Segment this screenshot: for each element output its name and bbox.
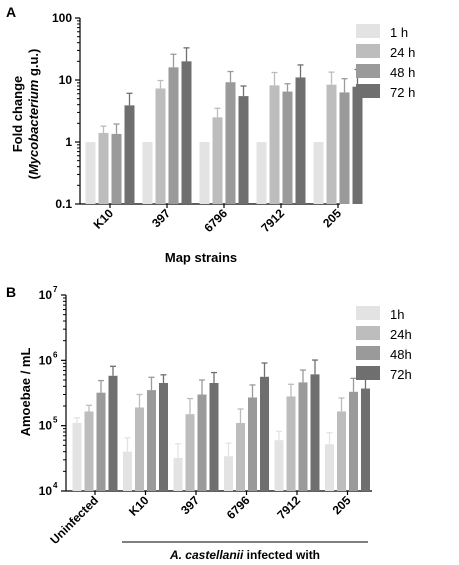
- bar: [168, 67, 179, 204]
- legend-swatch: [356, 44, 380, 58]
- bar: [256, 142, 267, 204]
- bar: [326, 84, 337, 204]
- bar: [124, 105, 135, 204]
- x-tick-label: 205: [330, 493, 354, 517]
- bar: [142, 142, 153, 204]
- bar: [96, 392, 106, 491]
- x-tick-label: 7912: [274, 493, 303, 522]
- y-tick-label: 100: [52, 11, 72, 25]
- bar: [260, 376, 269, 491]
- x-tick-label: 6796: [224, 493, 253, 522]
- bar: [282, 91, 293, 204]
- bar: [352, 86, 363, 204]
- bar: [111, 133, 122, 204]
- panel-a-plot-area: 0.1 1 10 100 K10 397 6796 7912 205: [52, 11, 363, 235]
- legend-swatch: [356, 366, 380, 380]
- bar: [123, 451, 132, 491]
- bar: [339, 92, 350, 204]
- y-tick-label: 10: [39, 484, 53, 498]
- bar: [313, 142, 324, 204]
- legend-label: 1 h: [390, 25, 408, 40]
- bar: [212, 117, 223, 204]
- x-tick-label: Uninfected: [47, 493, 101, 547]
- legend-swatch: [356, 346, 380, 360]
- legend-label: 48 h: [390, 65, 415, 80]
- legend-label: 72 h: [390, 85, 415, 100]
- panel-a-x-axis-label: Map strains: [165, 250, 237, 265]
- bar: [98, 132, 109, 204]
- legend-swatch: [356, 64, 380, 78]
- panel-b-y-axis-title: Amoebae / mL: [18, 348, 33, 437]
- bar: [310, 374, 320, 491]
- y-tick-label: 10: [39, 419, 53, 433]
- x-tick-label: 205: [320, 206, 344, 230]
- panel-b-letter: B: [6, 284, 16, 300]
- bar: [298, 382, 308, 491]
- y-tick-label: 1: [65, 135, 72, 149]
- x-tick-label: K10: [91, 206, 117, 232]
- legend-label: 24 h: [390, 45, 415, 60]
- x-tick-label: 397: [149, 206, 173, 230]
- panel-a-y-axis-label-line1: Fold change: [10, 76, 25, 153]
- bar: [225, 82, 236, 204]
- bar: [159, 382, 168, 491]
- legend-label: 1h: [390, 307, 404, 322]
- bar: [199, 142, 210, 204]
- bar: [349, 391, 358, 491]
- bar: [197, 394, 207, 491]
- legend-swatch: [356, 326, 380, 340]
- bar: [185, 414, 195, 491]
- y-tick-label: 10: [39, 288, 53, 302]
- bar: [224, 456, 233, 491]
- x-tick-label: 397: [178, 493, 202, 517]
- x-tick-label: 6796: [201, 206, 230, 235]
- bar: [209, 382, 219, 491]
- y-tick-exponent: 7: [53, 285, 58, 294]
- bar: [135, 407, 144, 491]
- bar: [295, 77, 306, 204]
- legend-swatch: [356, 306, 380, 320]
- bar: [72, 422, 82, 491]
- bar: [337, 411, 346, 491]
- bar: [238, 96, 249, 204]
- legend-swatch: [356, 84, 380, 98]
- bar: [84, 411, 94, 491]
- bar: [173, 457, 183, 491]
- panel-a-y-axis-title: Fold change (Mycobacterium g.u.): [10, 49, 41, 180]
- legend-label: 48h: [390, 347, 412, 362]
- legend-label: 24h: [390, 327, 412, 342]
- bar: [181, 61, 192, 205]
- y-tick-label: 0.1: [55, 197, 72, 211]
- bar: [248, 397, 257, 491]
- panel-b-legend: 1h 24h 48h 72h: [356, 306, 412, 382]
- bar: [361, 388, 370, 491]
- y-tick-label: 10: [39, 353, 53, 367]
- y-tick-exponent: 5: [53, 416, 58, 425]
- panel-a: A Fold change (Mycobacterium g.u.) 0.1 1 1…: [6, 4, 415, 265]
- bar: [155, 88, 166, 204]
- bar: [108, 375, 118, 491]
- bar: [269, 85, 280, 204]
- bar: [325, 444, 334, 491]
- bar: [286, 396, 296, 491]
- bar: [236, 422, 245, 491]
- panel-a-y-axis-label-line2: (Mycobacterium g.u.): [26, 49, 41, 180]
- bar: [85, 142, 96, 204]
- bar: [147, 390, 156, 491]
- y-tick-exponent: 6: [53, 350, 58, 359]
- panel-a-letter: A: [6, 4, 16, 20]
- panel-b-y-axis-label: Amoebae / mL: [18, 348, 33, 437]
- bar: [274, 440, 284, 491]
- panel-a-legend: 1 h 24 h 48 h 72 h: [356, 24, 415, 100]
- y-tick-exponent: 4: [53, 481, 58, 490]
- x-tick-label: 7912: [258, 206, 287, 235]
- x-tick-label: K10: [126, 493, 152, 519]
- panel-b-x-axis-label: A. castellanii infected with: [169, 548, 320, 562]
- legend-label: 72h: [390, 367, 412, 382]
- legend-swatch: [356, 24, 380, 38]
- y-tick-label: 10: [59, 73, 73, 87]
